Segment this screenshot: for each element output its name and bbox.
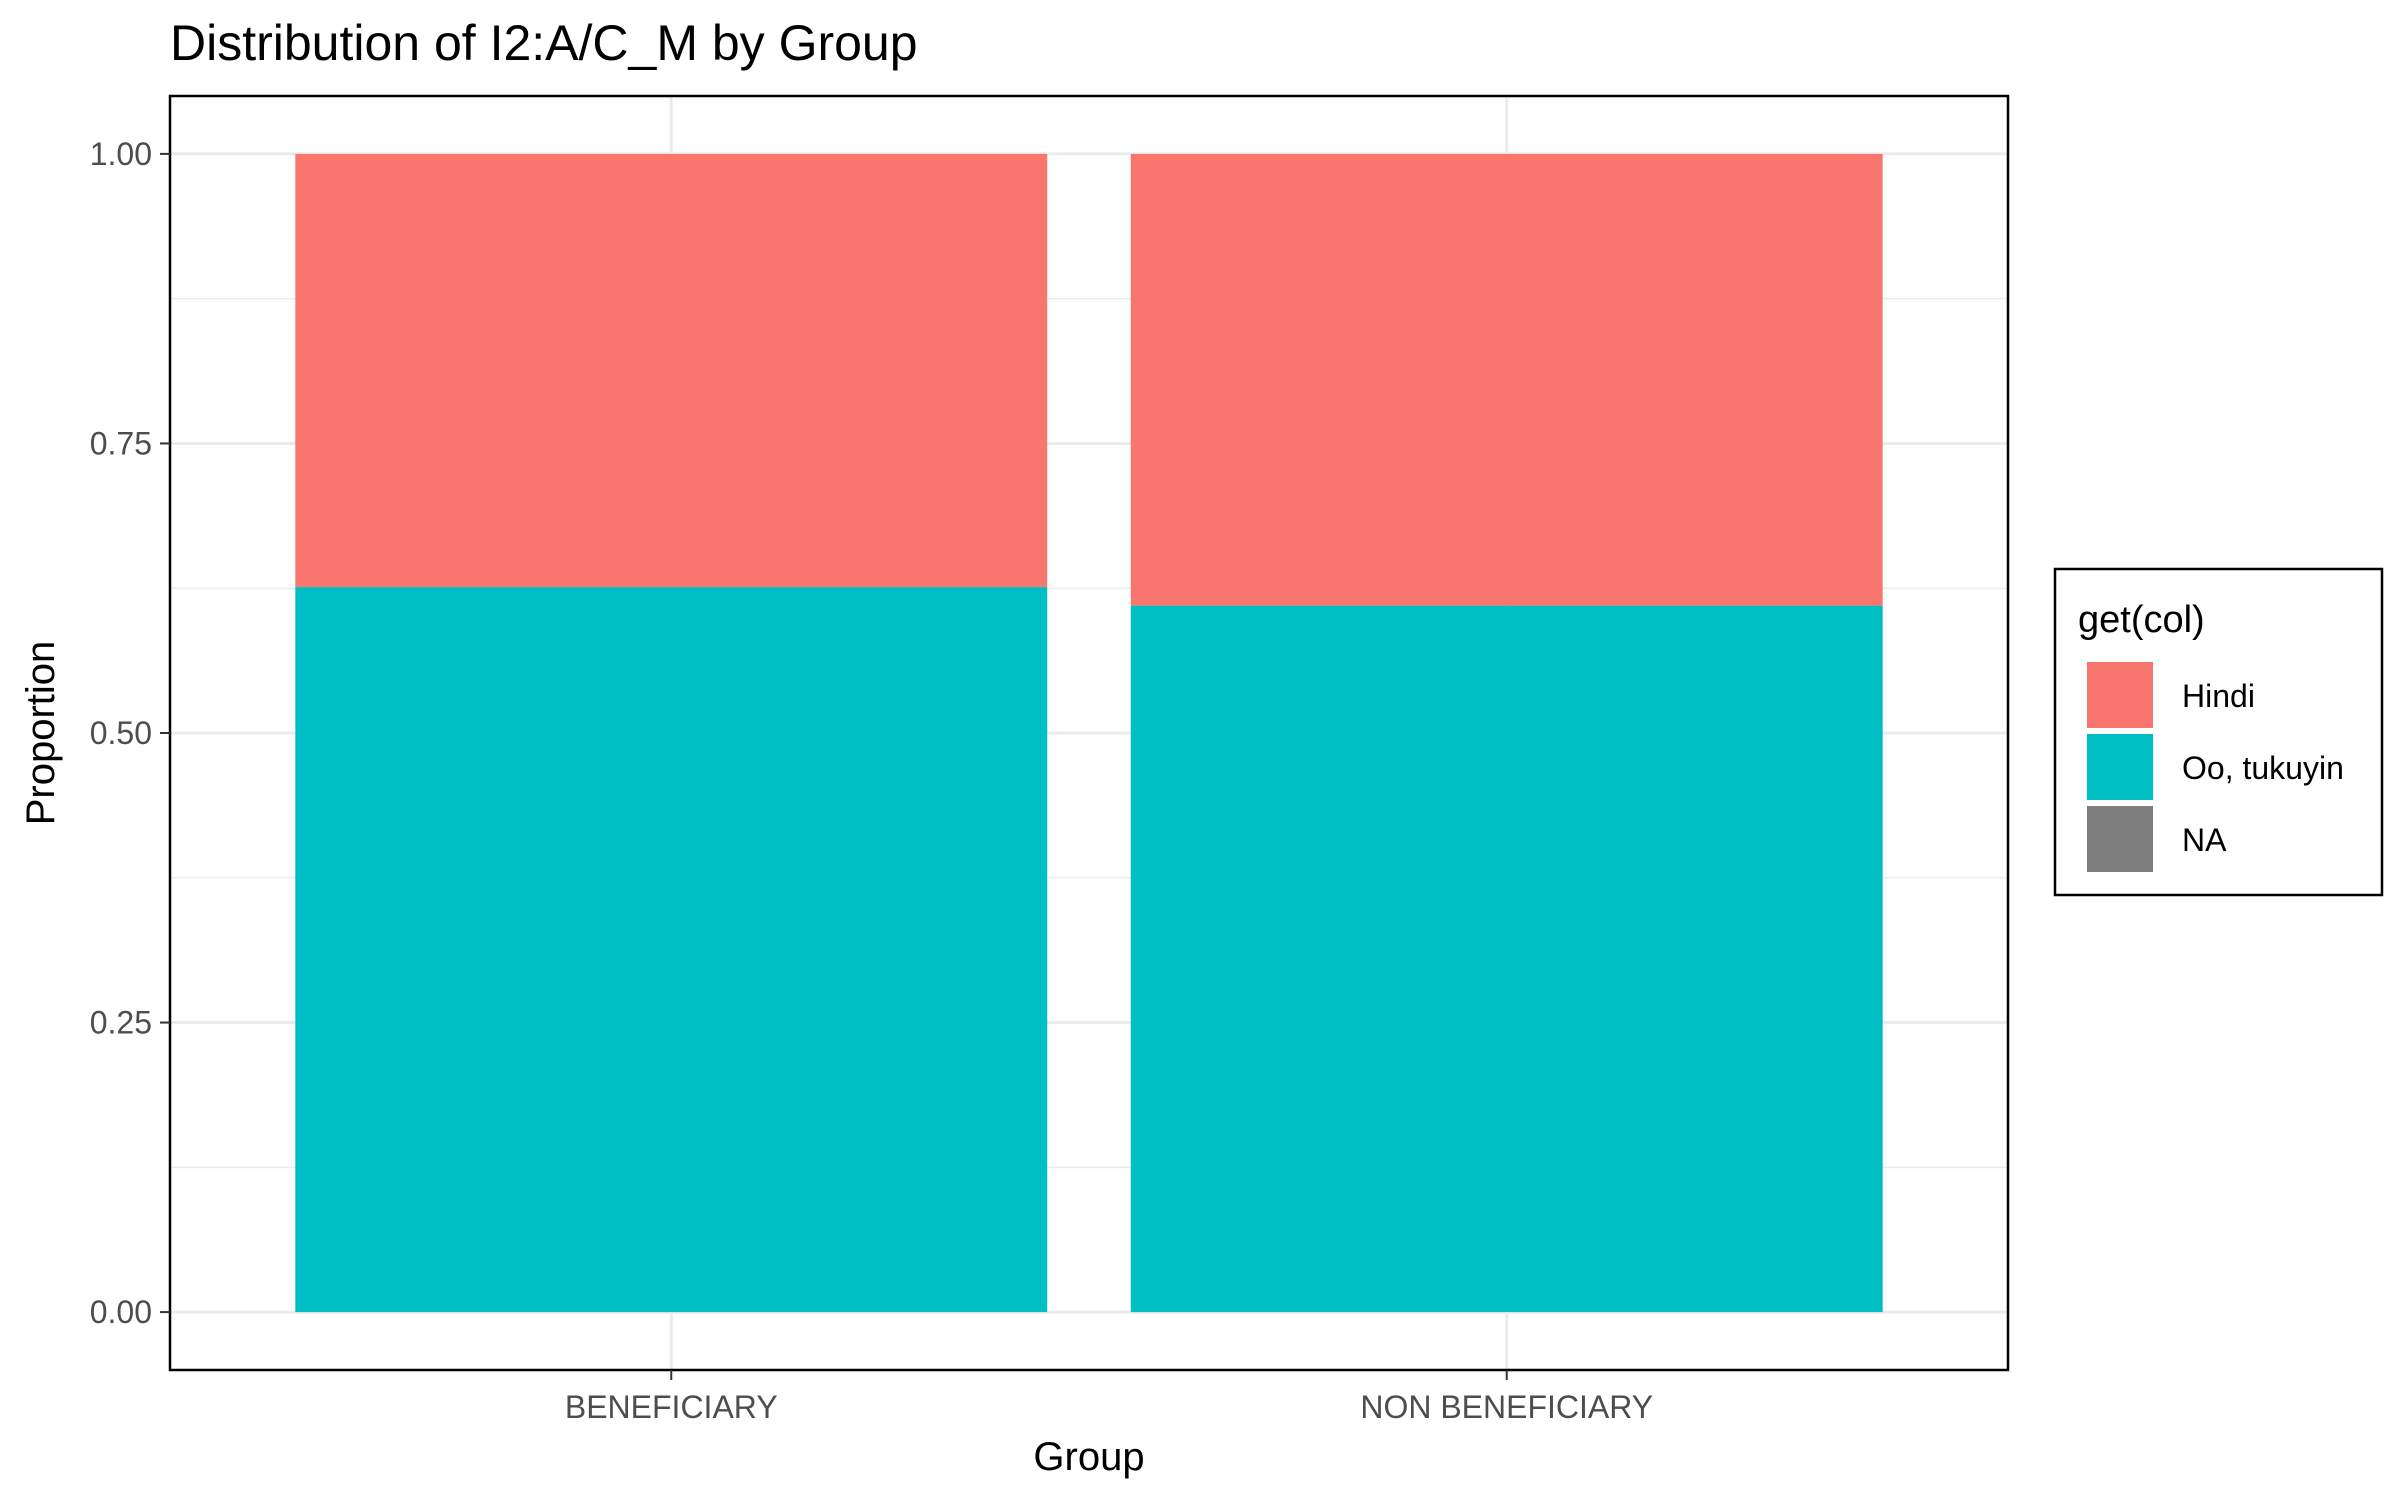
legend-label: Oo, tukuyin xyxy=(2182,750,2344,786)
bar-segment xyxy=(1130,153,1883,606)
x-axis-ticks: BENEFICIARY NON BENEFICIARY xyxy=(565,1370,1653,1425)
legend-box xyxy=(2053,567,2384,897)
bar-segment xyxy=(1130,605,1883,1313)
y-axis-title: Proportion xyxy=(19,641,63,826)
x-tick-label: BENEFICIARY xyxy=(565,1389,778,1425)
bar-segment xyxy=(295,587,1048,1313)
y-tick-label: 0.25 xyxy=(90,1005,152,1041)
chart-title: Distribution of I2:A/C_M by Group xyxy=(170,15,918,71)
y-tick-label: 0.75 xyxy=(90,425,152,461)
legend-swatch xyxy=(2087,806,2153,872)
y-tick-label: 1.00 xyxy=(90,136,152,172)
legend-label: NA xyxy=(2182,822,2227,858)
x-axis-title: Group xyxy=(1033,1435,1144,1479)
y-tick-label: 0.50 xyxy=(90,715,152,751)
x-tick-label: NON BENEFICIARY xyxy=(1360,1389,1653,1425)
legend-entries: Hindi Oo, tukuyin NA xyxy=(2087,662,2344,872)
legend-label: Hindi xyxy=(2182,678,2255,714)
y-tick-label: 0.00 xyxy=(90,1294,152,1330)
legend-swatch xyxy=(2087,662,2153,728)
legend-swatch xyxy=(2087,734,2153,800)
bars xyxy=(295,153,1883,1313)
legend: get(col) Hindi Oo, tukuyin NA xyxy=(2053,567,2384,897)
bar-segment xyxy=(295,153,1048,588)
y-axis-ticks: 0.00 0.25 0.50 0.75 1.00 xyxy=(90,136,170,1330)
legend-title: get(col) xyxy=(2078,599,2205,641)
